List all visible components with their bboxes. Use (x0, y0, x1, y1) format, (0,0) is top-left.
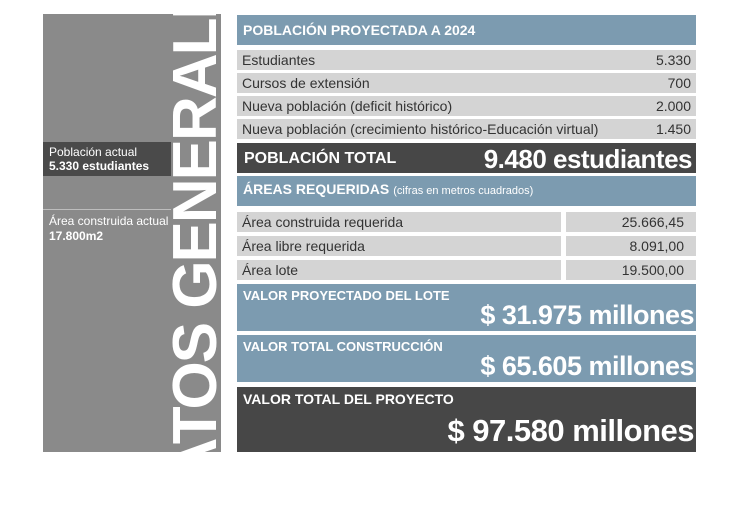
table-row: Área lote (237, 260, 561, 280)
poblacion-total-value: 9.480 estudiantes (483, 144, 693, 174)
row-value: 2.000 (655, 98, 691, 114)
area-actual-box: Área construida actual 17.800m2 (43, 211, 171, 247)
poblacion-header: POBLACIÓN PROYECTADA A 2024 (237, 15, 696, 45)
areas-note: (cifras en metros cuadrados) (393, 185, 534, 197)
row-label: Nueva población (crecimiento histórico-E… (242, 121, 599, 137)
area-actual-label: Área construida actual (49, 214, 169, 228)
valor-construccion-value: $ 65.605 millones (480, 351, 694, 381)
area-row-value: 19.500,00 (621, 262, 684, 278)
area-row-value: 25.666,45 (621, 214, 684, 230)
areas-title-text: ÁREAS REQUERIDAS (243, 181, 390, 197)
poblacion-total-label: POBLACIÓN TOTAL (244, 150, 397, 167)
row-value: 1.450 (655, 121, 691, 137)
sidebar-divider (43, 209, 171, 210)
table-row: Área libre requerida (237, 236, 561, 256)
valor-construccion-label: VALOR TOTAL CONSTRUCCIÓN (243, 339, 443, 354)
poblacion-total-row: POBLACIÓN TOTAL 9.480 estudiantes (237, 143, 696, 174)
table-row: Nueva población (deficit histórico) 2.00… (237, 96, 696, 116)
areas-title: ÁREAS REQUERIDAS (cifras en metros cuadra… (243, 181, 533, 197)
area-row-label: Área lote (242, 262, 299, 278)
valor-lote-block: VALOR PROYECTADO DEL LOTE $ 31.975 millo… (237, 284, 696, 331)
poblacion-actual-box: Población actual 5.330 estudiantes (43, 142, 171, 176)
table-row: Estudiantes 5.330 (237, 50, 696, 70)
valor-proyecto-value: $ 97.580 millones (447, 413, 694, 448)
table-row: Cursos de extensión 700 (237, 73, 696, 93)
row-value: 700 (667, 75, 691, 91)
row-label: Nueva población (deficit histórico) (242, 98, 453, 114)
table-row: Área construida requerida (237, 212, 561, 232)
area-row-value-cell: 8.091,00 (566, 236, 696, 256)
table-row: Nueva población (crecimiento histórico-E… (237, 119, 696, 139)
vertical-title-text: DATOS GENERALES (161, 0, 230, 525)
valor-proyecto-block: VALOR TOTAL DEL PROYECTO $ 97.580 millon… (237, 387, 696, 452)
valor-proyecto-label: VALOR TOTAL DEL PROYECTO (243, 391, 454, 407)
row-label: Cursos de extensión (242, 75, 370, 91)
valor-construccion-block: VALOR TOTAL CONSTRUCCIÓN $ 65.605 millon… (237, 335, 696, 382)
row-label: Estudiantes (242, 52, 316, 68)
area-row-value: 8.091,00 (629, 238, 685, 254)
areas-header: ÁREAS REQUERIDAS (cifras en metros cuadra… (237, 176, 696, 206)
vertical-title: DATOS GENERALES (161, 0, 230, 525)
poblacion-actual-label: Población actual (49, 145, 138, 159)
area-row-value-cell: 25.666,45 (566, 212, 696, 232)
poblacion-actual-value: 5.330 estudiantes (49, 159, 150, 173)
valor-lote-value: $ 31.975 millones (480, 300, 694, 330)
area-row-label: Área construida requerida (242, 214, 404, 230)
sidebar-panel: DATOS GENERALES (43, 0, 230, 525)
row-value: 5.330 (655, 52, 691, 68)
area-actual-value: 17.800m2 (49, 229, 104, 243)
valor-lote-label: VALOR PROYECTADO DEL LOTE (243, 288, 450, 303)
area-row-label: Área libre requerida (242, 238, 365, 254)
area-row-value-cell: 19.500,00 (566, 260, 696, 280)
poblacion-title: POBLACIÓN PROYECTADA A 2024 (243, 22, 476, 38)
